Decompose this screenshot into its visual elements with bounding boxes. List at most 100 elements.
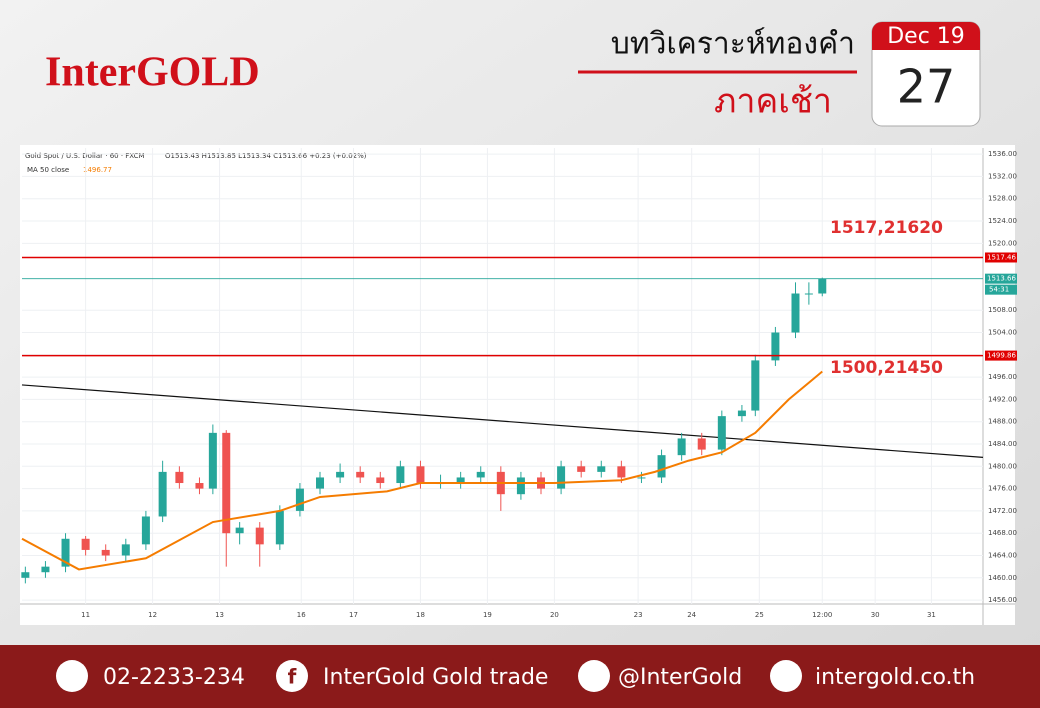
calendar-top <box>872 22 980 50</box>
phone-icon <box>56 660 88 692</box>
level-badge <box>985 252 1017 263</box>
candle-body <box>697 438 706 450</box>
candle-body <box>316 477 325 489</box>
candle-body <box>295 488 304 511</box>
y-tick-label: 1484.00 <box>988 440 1017 448</box>
trend-line <box>21 384 984 458</box>
candle-body <box>396 466 405 484</box>
y-tick-label: 1456.00 <box>988 596 1017 604</box>
level-label: 1513.66 <box>987 275 1016 283</box>
candle-body <box>456 477 465 484</box>
x-tick-label: 23 <box>634 611 643 619</box>
phone: 02-2233-234 <box>103 665 245 690</box>
candle-body <box>255 527 264 545</box>
level-badge <box>985 350 1017 361</box>
y-tick-label: 1528.00 <box>988 195 1017 203</box>
line: @InterGold <box>618 665 742 690</box>
candle-body <box>791 293 800 333</box>
facebook: InterGold Gold trade <box>323 665 548 690</box>
y-tick-label: 1472.00 <box>988 507 1017 515</box>
x-tick-label: 12:00 <box>812 611 832 619</box>
annotation: 1500,21450 <box>830 358 943 378</box>
candle-body <box>195 483 204 489</box>
level-badge <box>985 273 1017 284</box>
candle-body <box>336 471 345 478</box>
ma-line <box>21 370 823 571</box>
candle-body <box>416 466 425 484</box>
y-tick-label: 1508.00 <box>988 306 1017 314</box>
candle-body <box>577 466 586 472</box>
candle-body <box>597 466 606 472</box>
candle-body <box>101 549 110 556</box>
candle-body <box>617 466 626 478</box>
candle-body <box>356 471 365 478</box>
candle-body <box>804 293 813 295</box>
facebook-icon <box>276 660 308 692</box>
candle-body <box>737 410 746 417</box>
level-label: 1499.86 <box>987 352 1016 360</box>
x-tick-label: 31 <box>927 611 936 619</box>
x-tick-label: 17 <box>349 611 358 619</box>
x-tick-label: 20 <box>550 611 559 619</box>
candle-body <box>158 471 167 517</box>
y-tick-label: 1496.00 <box>988 373 1017 381</box>
plot: 1456.00 1460.00 1464.00 1468.00 1472.00 1476.… <box>21 148 1017 619</box>
y-tick-label: 1460.00 <box>988 574 1017 582</box>
x-tick-label: 16 <box>297 611 306 619</box>
y-tick-label: 1492.00 <box>988 395 1017 403</box>
footer <box>0 645 1040 708</box>
y-tick-label: 1480.00 <box>988 462 1017 470</box>
candle-body <box>141 516 150 545</box>
candle-body <box>771 332 780 361</box>
brand: InterGOLD <box>45 50 260 96</box>
candle-body <box>516 477 525 495</box>
x-tick-label: 13 <box>215 611 224 619</box>
x-tick-label: 12 <box>148 611 157 619</box>
candle-body <box>818 278 827 294</box>
candle-body <box>677 438 686 456</box>
web-icon <box>770 660 802 692</box>
level-label: 1517.46 <box>987 253 1016 261</box>
y-tick-label: 1464.00 <box>988 552 1017 560</box>
candle-body <box>175 471 184 484</box>
symbol: Gold Spot / U.S. Dollar · 60 · FXCM <box>25 152 145 160</box>
line-icon <box>578 660 610 692</box>
y-tick-label: 1488.00 <box>988 418 1017 426</box>
y-tick-label: 1524.00 <box>988 217 1017 225</box>
calendar-month: Dec 19 <box>887 24 965 49</box>
calendar-day: 27 <box>897 60 956 114</box>
subtitle: ภาคเช้า <box>714 82 832 122</box>
candle-body <box>235 527 244 534</box>
title: บทวิเคราะห์ทองคำ <box>611 27 855 62</box>
candle-body <box>557 466 566 489</box>
x-tick-label: 11 <box>81 611 90 619</box>
candle-body <box>275 510 284 545</box>
candle-body <box>21 572 30 578</box>
candle-body <box>751 360 760 411</box>
facebook-glyph: f <box>288 665 297 689</box>
candle-body <box>717 416 726 450</box>
candle-body <box>121 544 130 556</box>
ohlc: O1513.43 H1513.85 L1513.34 C1513.66 +0.2… <box>165 152 367 160</box>
y-tick-label: 1504.00 <box>988 329 1017 337</box>
y-tick-label: 1536.00 <box>988 150 1017 158</box>
candle-body <box>81 538 90 550</box>
x-tick-label: 18 <box>416 611 425 619</box>
x-tick-label: 25 <box>755 611 764 619</box>
x-tick-label: 30 <box>871 611 880 619</box>
candle-body <box>222 432 231 534</box>
y-tick-label: 1476.00 <box>988 485 1017 493</box>
candle-body <box>476 471 485 478</box>
countdown-badge <box>985 284 1017 295</box>
ma-legend: MA 50 close <box>27 166 69 174</box>
countdown: 54:31 <box>989 286 1009 294</box>
annotation: 1517,21620 <box>830 218 943 238</box>
chart-panel <box>20 145 1015 625</box>
ma-value: 1496.77 <box>83 166 112 174</box>
y-tick-label: 1532.00 <box>988 172 1017 180</box>
candle-body <box>637 477 646 479</box>
candle-body <box>376 477 385 484</box>
candle-body <box>41 566 50 573</box>
